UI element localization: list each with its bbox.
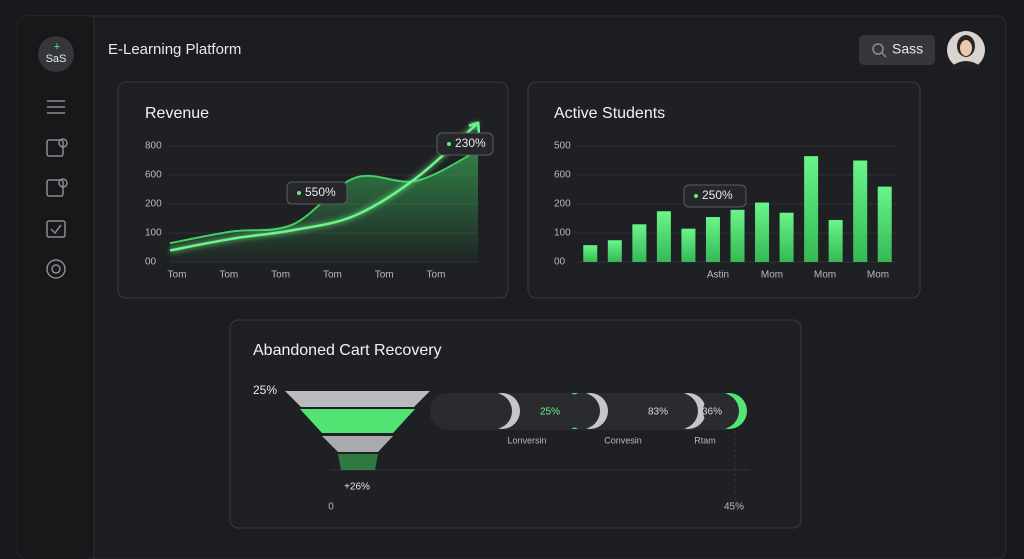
bar	[828, 219, 843, 262]
bar	[656, 211, 671, 262]
y-tick-label: 200	[145, 199, 162, 210]
bar	[755, 202, 770, 262]
funnel: 25% +26% 0 45%	[253, 383, 750, 513]
x-tick-label: Mom	[814, 270, 836, 281]
nav-icons	[46, 100, 68, 279]
x-tick-label: Tom	[323, 270, 342, 281]
nav-item[interactable]	[46, 259, 66, 279]
bar	[779, 212, 794, 262]
bar	[583, 245, 598, 262]
x-tick-label: Astin	[707, 270, 729, 281]
axis-label: 0	[328, 502, 334, 513]
x-tick-label: Tom	[271, 270, 290, 281]
pill-value: 36%	[702, 407, 722, 418]
sidebar	[18, 16, 94, 559]
funnel-stage	[338, 454, 378, 470]
axis-label: 45%	[724, 502, 744, 513]
y-tick-label: 600	[145, 170, 162, 181]
annotation: 250%	[702, 188, 733, 202]
logo-text: SaS	[46, 53, 67, 65]
nav-item[interactable]	[47, 100, 65, 114]
search-button[interactable]	[859, 35, 935, 65]
logo-plus: +	[54, 41, 60, 53]
bar	[804, 156, 819, 262]
annotation-pill	[683, 184, 747, 208]
x-tick-label: Tom	[375, 270, 394, 281]
logo[interactable]	[38, 36, 74, 72]
bar	[877, 186, 892, 262]
y-tick-label: 600	[554, 170, 571, 181]
funnel-label: +26%	[344, 482, 370, 493]
progress-knob	[564, 393, 600, 429]
arrow-head	[468, 121, 481, 133]
x-tick-label: Tom	[219, 270, 238, 281]
funnel-stage	[322, 436, 393, 452]
annotation-dot	[694, 194, 698, 198]
pill-label: Convesin	[604, 435, 642, 445]
bar	[681, 228, 696, 262]
avatar-face	[960, 40, 972, 56]
search-text: Sass	[892, 41, 923, 57]
header-title: E-Learning Platform	[108, 41, 241, 58]
nav-item[interactable]	[46, 220, 66, 238]
card-title: Active Students	[554, 105, 665, 122]
line	[169, 121, 479, 252]
search-icon	[881, 52, 887, 58]
funnel-stage	[300, 409, 415, 433]
pill-label: Rtam	[694, 435, 716, 445]
annotation-pill	[286, 181, 348, 205]
y-tick-label: 500	[554, 141, 571, 152]
bar	[632, 224, 647, 262]
annotation: 230%	[455, 136, 486, 150]
funnel-stage	[285, 391, 430, 407]
x-tick-label: Mom	[867, 270, 889, 281]
funnel-label: 25%	[253, 383, 277, 397]
bar	[705, 217, 720, 262]
y-tick-label: 200	[554, 199, 571, 210]
y-tick-label: 800	[145, 141, 162, 152]
nav-item[interactable]	[46, 178, 68, 197]
card-title: Revenue	[145, 105, 209, 122]
avatar-body	[952, 61, 980, 69]
pill-value: 83%	[648, 407, 668, 418]
annotation-pill	[436, 132, 494, 156]
search-icon	[872, 43, 884, 55]
pill-value: 25%	[540, 407, 560, 418]
bar	[853, 160, 868, 262]
y-tick-label: 100	[145, 228, 162, 239]
progress-knob	[662, 393, 698, 429]
x-tick-label: Mom	[761, 270, 783, 281]
bar	[730, 209, 745, 262]
bar	[607, 240, 622, 262]
y-tick-label: 00	[554, 257, 566, 268]
x-tick-label: Tom	[168, 270, 187, 281]
pill-label: Lonversin	[507, 435, 546, 445]
y-tick-label: 00	[145, 257, 157, 268]
annotation: 550%	[305, 185, 336, 199]
nav-item[interactable]	[46, 138, 68, 157]
progress-knob	[476, 393, 512, 429]
x-tick-label: Tom	[427, 270, 446, 281]
y-tick-label: 100	[554, 228, 571, 239]
annotation-dot	[297, 191, 301, 195]
annotation-dot	[447, 142, 451, 146]
area	[170, 150, 478, 262]
progress-knob	[703, 393, 739, 429]
card-title: Abandoned Cart Recovery	[253, 342, 442, 359]
